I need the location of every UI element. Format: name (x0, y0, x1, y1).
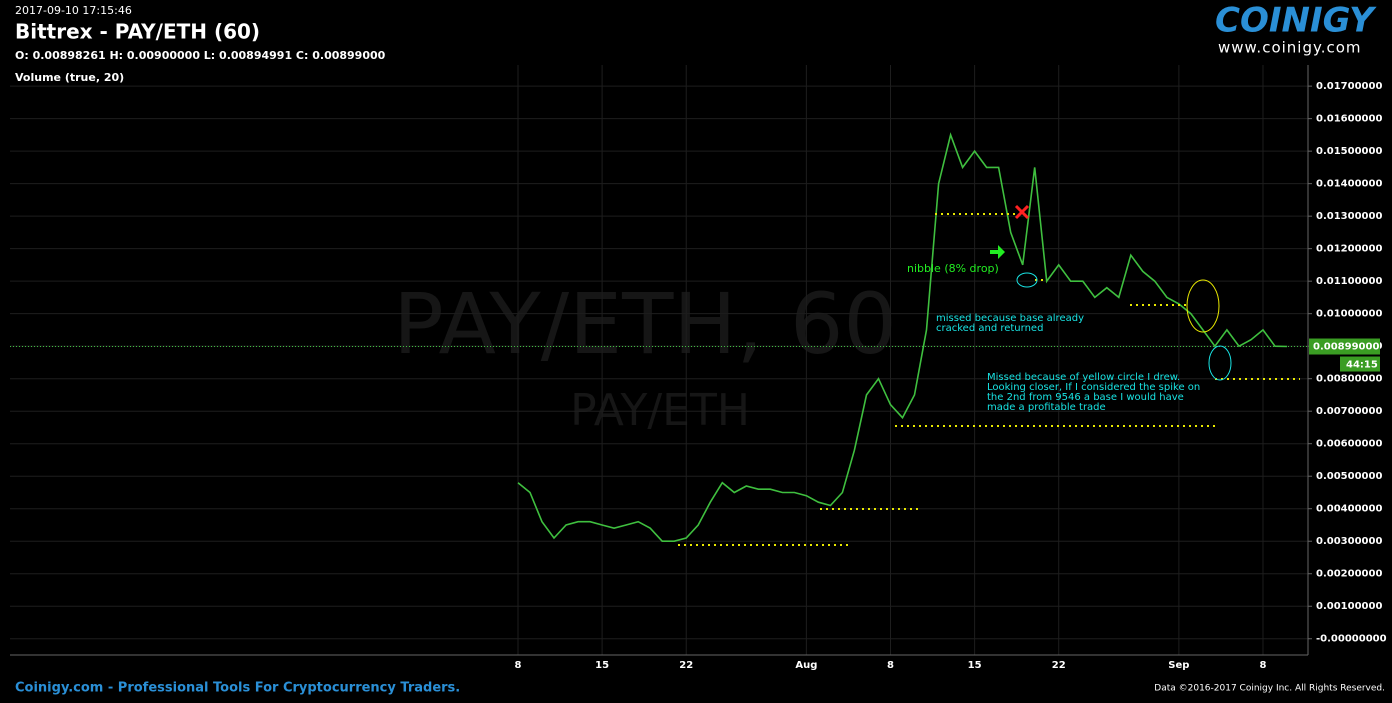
cyan-circle (1016, 272, 1038, 288)
logo-url: www.coinigy.com (1218, 39, 1362, 57)
y-tick-label: 0.01600000 (1316, 114, 1382, 125)
annotation: made a profitable trade (987, 402, 1106, 413)
footer-left: Coinigy.com - Professional Tools For Cry… (15, 681, 460, 696)
annotation: missed because base already (936, 313, 1084, 324)
x-tick-label: 15 (968, 660, 982, 671)
y-tick-label: 0.00500000 (1316, 471, 1382, 482)
y-tick-label: 0.01500000 (1316, 146, 1382, 157)
price-line (517, 132, 1288, 542)
y-tick-label: 0.00300000 (1316, 536, 1382, 547)
chart-title: Bittrex - PAY/ETH (60) (15, 20, 260, 44)
y-tick-label: 0.01000000 (1316, 309, 1382, 320)
y-tick-label: 0.01300000 (1316, 211, 1382, 222)
x-tick-label: Aug (795, 660, 817, 671)
plot (10, 65, 1308, 655)
cyan-circle (1208, 345, 1232, 381)
y-tick-label: 0.01700000 (1316, 81, 1382, 92)
x-tick-label: 15 (595, 660, 609, 671)
footer-right: Data ©2016-2017 Coinigy Inc. All Rights … (1154, 684, 1385, 694)
countdown-box (1340, 356, 1380, 372)
x-tick-label: 8 (1260, 660, 1267, 671)
y-tick-label: 0.01400000 (1316, 179, 1382, 190)
y-tick-label: 0.00700000 (1316, 406, 1382, 417)
y-tick-label: 0.00400000 (1316, 504, 1382, 515)
x-mark (1014, 204, 1030, 220)
y-tick-label: 0.01100000 (1316, 276, 1382, 287)
y-tick-label: 0.00100000 (1316, 601, 1382, 612)
annotation: Looking closer, If I considered the spik… (987, 382, 1200, 393)
logo: COINIGY (1215, 1, 1377, 41)
x-tick-label: 8 (887, 660, 894, 671)
x-tick-label: 22 (1052, 660, 1066, 671)
annotation: Missed because of yellow circle I drew. (987, 372, 1180, 383)
y-tick-label: -0.00000000 (1316, 634, 1387, 645)
y-tick-label: 0.00800000 (1316, 374, 1382, 385)
y-tick-label: 0.00200000 (1316, 569, 1382, 580)
annotation: the 2nd from 9546 a base I would have (987, 392, 1184, 403)
x-tick-label: 8 (515, 660, 522, 671)
x-tick-label: Sep (1168, 660, 1189, 671)
indicator: Volume (true, 20) (15, 71, 124, 84)
y-tick-label: 0.01200000 (1316, 244, 1382, 255)
timestamp: 2017-09-10 17:15:46 (15, 4, 132, 17)
annotation: nibble (8% drop) (907, 262, 999, 275)
arrow (990, 245, 1005, 259)
watermark: PAY/ETH, 60 (393, 275, 897, 373)
price-tag (1309, 338, 1380, 355)
countdown: 44:15 (1346, 360, 1378, 371)
x-tick-label: 22 (679, 660, 693, 671)
ohlc: O: 0.00898261 H: 0.00900000 L: 0.0089499… (15, 49, 386, 62)
annotation: cracked and returned (936, 323, 1043, 334)
watermark-sub: PAY/ETH (570, 385, 750, 436)
y-tick-label: 0.00600000 (1316, 439, 1382, 450)
price-tag-label: 0.00899000 (1313, 342, 1379, 353)
yellow-circle (1186, 279, 1220, 333)
